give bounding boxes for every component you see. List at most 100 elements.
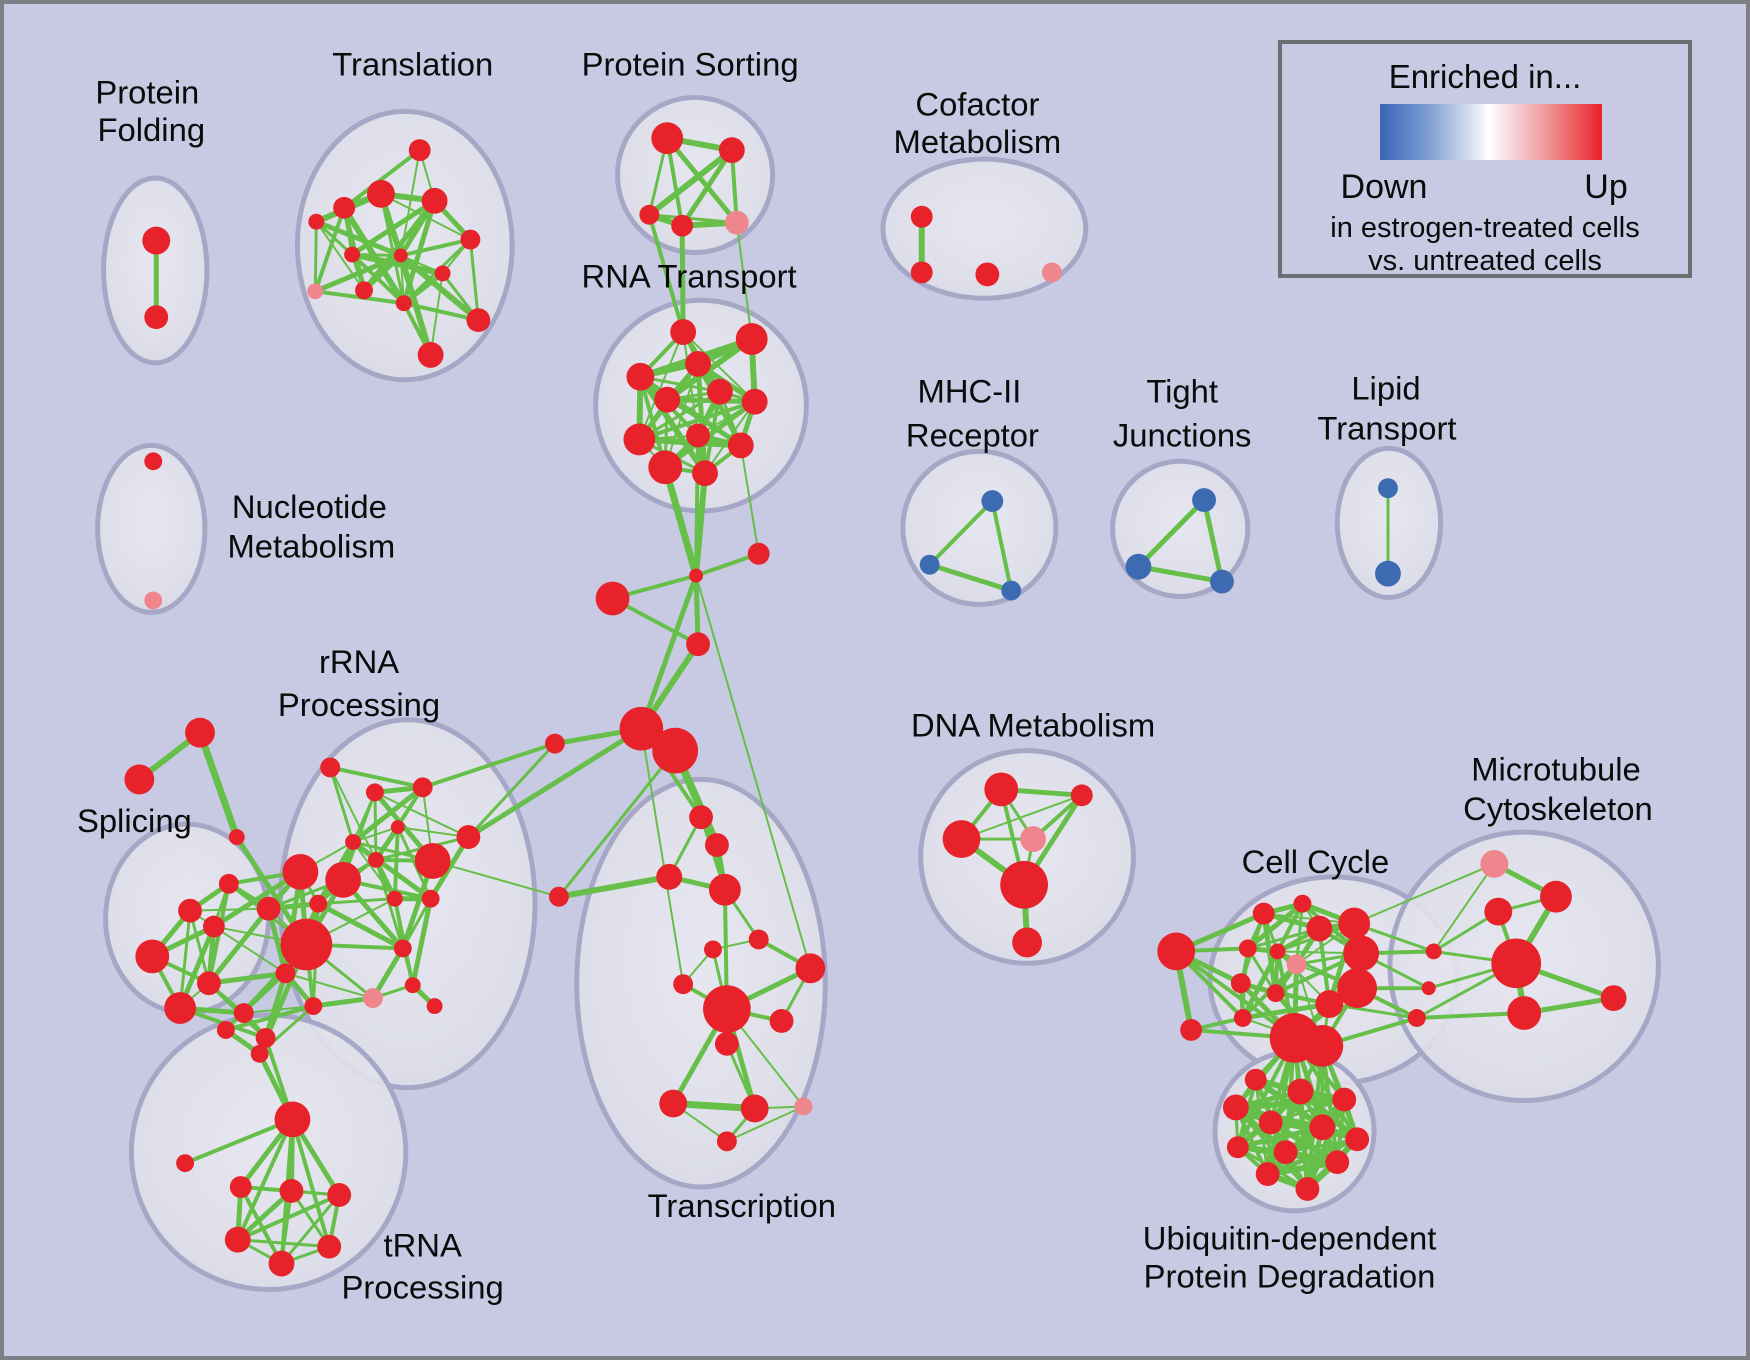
network-node-red: [279, 1179, 304, 1203]
network-node-red: [1343, 935, 1380, 972]
network-edge: [315, 901, 406, 951]
network-edge: [349, 251, 446, 277]
network-edge: [960, 794, 1083, 841]
network-node-red: [686, 632, 710, 657]
network-edge: [401, 897, 433, 950]
network-edge: [927, 562, 1014, 594]
network-edge: [1275, 901, 1305, 954]
network-node-red: [1309, 1114, 1336, 1141]
network-node-red: [1301, 1024, 1344, 1067]
network-node-red: [741, 388, 768, 415]
network-node-red: [1266, 984, 1285, 1003]
network-edge: [1240, 1001, 1332, 1021]
network-node-red: [255, 1027, 276, 1048]
cluster-label: Lipid: [1351, 370, 1420, 407]
network-node-red: [735, 323, 768, 355]
network-node-red: [1507, 996, 1542, 1030]
network-node-red: [309, 894, 328, 913]
network-node-red: [320, 757, 341, 778]
network-node-blue: [1001, 580, 1022, 601]
network-node-red: [685, 350, 711, 377]
network-node-red: [670, 319, 697, 345]
network-node-red: [345, 834, 362, 850]
cluster-label: Microtubule: [1471, 750, 1641, 787]
network-node-blue: [1210, 569, 1234, 594]
network-node-red: [1491, 938, 1542, 989]
cluster-label: Translation: [332, 46, 493, 83]
network-node-red: [1258, 1110, 1283, 1135]
network-edge: [328, 765, 355, 844]
network-node-red: [1252, 902, 1275, 925]
cluster-label: Nucleotide: [232, 488, 387, 525]
network-edge: [1235, 1124, 1325, 1150]
network-node-red: [984, 772, 1019, 807]
cluster-label: Receptor: [906, 416, 1039, 453]
network-edge: [316, 897, 397, 906]
network-edge: [1201, 497, 1225, 585]
network-node-red: [202, 915, 225, 938]
network-edge: [1414, 1011, 1527, 1020]
network-edge: [206, 906, 272, 986]
network-edge: [238, 1185, 284, 1266]
network-edge: [1135, 564, 1225, 585]
network-node-red: [704, 940, 722, 959]
network-node-red: [224, 1226, 251, 1253]
network-node-red: [176, 1154, 195, 1173]
network-edge: [704, 400, 756, 475]
network-node-red: [185, 717, 215, 748]
network-node-red: [747, 542, 770, 565]
network-node-red: [460, 229, 481, 250]
network-edge: [990, 499, 1014, 593]
network-edge: [429, 272, 444, 356]
network-node-red: [142, 226, 171, 255]
network-node-red: [355, 281, 373, 300]
network-node-red: [144, 305, 169, 330]
network-node-red: [1287, 1078, 1314, 1105]
network-node-red: [648, 450, 683, 485]
network-node-pink: [1480, 849, 1509, 878]
network-node-red: [692, 460, 718, 487]
cluster-label: Junctions: [1113, 416, 1252, 453]
network-edge: [1432, 862, 1496, 953]
network-node-red: [275, 963, 296, 984]
legend-down-label: Down: [1340, 168, 1428, 206]
network-edge: [373, 791, 470, 839]
network-edge: [342, 148, 422, 210]
network-nodes-layer: [124, 122, 1627, 1277]
network-edge: [1261, 911, 1279, 996]
network-node-red: [414, 843, 451, 879]
cluster-label: Tight: [1146, 373, 1218, 410]
legend-box: Enriched in... Down Up in estrogen-treat…: [1278, 40, 1692, 278]
network-node-red: [689, 805, 713, 830]
network-edge: [410, 896, 434, 988]
network-node-pink: [307, 283, 324, 300]
network-node-red: [144, 452, 163, 471]
network-edge: [313, 205, 347, 294]
network-node-pink: [794, 1097, 813, 1116]
network-edge: [431, 859, 560, 898]
network-node-red: [1540, 880, 1572, 913]
network-edge: [398, 237, 473, 258]
network-node-red: [1325, 1150, 1350, 1175]
network-edge: [315, 220, 366, 292]
network-node-red: [124, 764, 155, 795]
network-node-red: [652, 727, 699, 774]
network-node-red: [393, 248, 408, 263]
network-edge: [290, 1117, 332, 1249]
network-node-red: [671, 214, 694, 237]
network-node-red: [1230, 973, 1251, 994]
network-edge: [280, 1193, 341, 1266]
network-node-red: [975, 262, 1000, 287]
network-node-red: [1222, 1094, 1249, 1121]
network-node-red: [282, 853, 319, 890]
network-node-red: [434, 265, 451, 282]
network-edge: [284, 972, 374, 1000]
cluster-label: Cell Cycle: [1242, 843, 1390, 880]
cluster-label: Transcription: [648, 1187, 836, 1224]
network-node-red: [1012, 927, 1043, 958]
network-node-red: [639, 204, 660, 225]
network-edge: [735, 221, 753, 341]
network-edge: [206, 970, 288, 986]
network-edge: [379, 192, 406, 305]
